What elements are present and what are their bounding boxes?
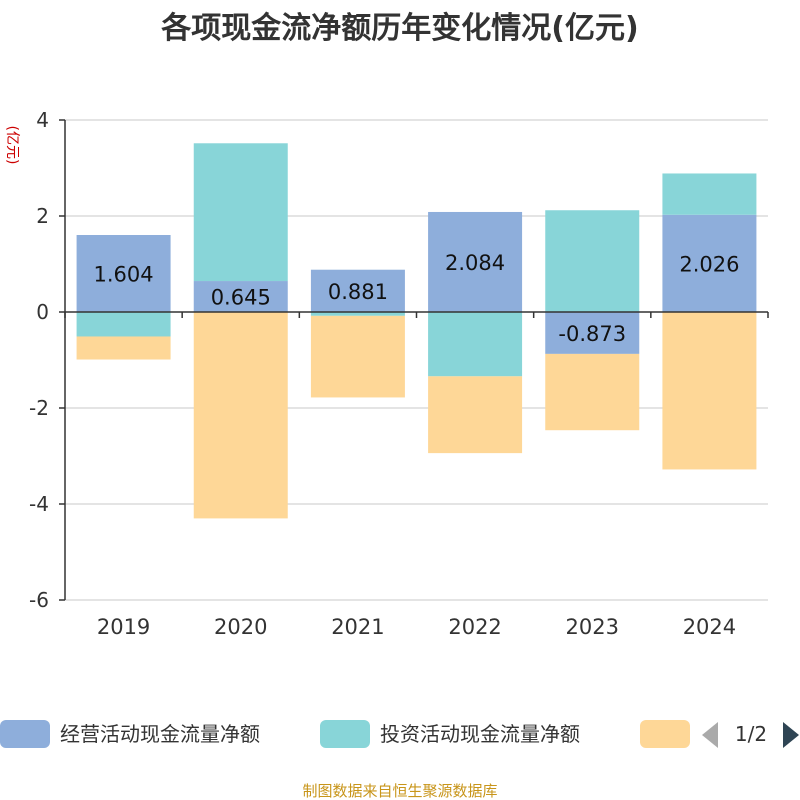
grid-lines (65, 119, 768, 601)
bar-2023-series-0 (545, 312, 640, 354)
legend-prev-page-icon (702, 722, 718, 748)
bar-2022-series-0 (428, 211, 523, 312)
data-labels: 1.604 0.645 0.881 2.084 -0.873 2.026 (94, 251, 740, 346)
y-tick-label: -4 (29, 492, 49, 516)
bar-2021-series-0 (310, 269, 405, 312)
legend-next-page-icon (783, 722, 799, 748)
x-tick-label: 2020 (214, 615, 267, 639)
bar-2021-series-1 (310, 312, 405, 316)
data-label-2020: 0.645 (211, 286, 271, 310)
y-axis-unit-label: (亿元) (4, 126, 20, 165)
bar-2020-series-1 (193, 143, 288, 282)
x-tick-label: 2019 (97, 615, 150, 639)
y-tick-label: -6 (29, 588, 49, 612)
data-label-2019: 1.604 (94, 263, 154, 287)
chart-title: 各项现金流净额历年变化情况(亿元) (160, 11, 638, 46)
legend-page-indicator: 1/2 (735, 722, 767, 746)
data-label-2024: 2.026 (679, 252, 739, 276)
data-label-2023: -0.873 (558, 322, 626, 346)
data-label-2021: 0.881 (328, 280, 388, 304)
x-tick-label: 2021 (331, 615, 384, 639)
bar-2023-series-1 (545, 210, 640, 312)
bar-2024-series-0 (662, 214, 757, 312)
bar-2024-series-1 (662, 173, 757, 215)
x-tick-label: 2023 (566, 615, 619, 639)
y-tick-label: 0 (36, 300, 49, 324)
x-tick-label: 2022 (448, 615, 501, 639)
bars (76, 143, 757, 519)
legend: 经营活动现金流量净额 投资活动现金流量净额 1/2 (0, 720, 799, 748)
y-tick-label: -2 (29, 396, 49, 420)
legend-label-0: 经营活动现金流量净额 (60, 722, 260, 746)
bar-2022-series-1 (428, 312, 523, 377)
bar-2019-series-1 (76, 312, 171, 337)
bar-2024-series-2 (662, 312, 757, 470)
bar-2019-series-0 (76, 235, 171, 312)
legend-swatch-0 (0, 720, 50, 748)
bar-2020-series-2 (193, 312, 288, 519)
bar-2020-series-0 (193, 281, 288, 312)
legend-swatch-2 (640, 720, 690, 748)
bar-2021-series-2 (310, 315, 405, 398)
bar-2023-series-2 (545, 353, 640, 431)
x-tick-label: 2024 (683, 615, 736, 639)
bar-2022-series-2 (428, 376, 523, 454)
legend-label-1: 投资活动现金流量净额 (380, 722, 580, 746)
y-tick-label: 4 (36, 108, 49, 132)
source-note: 制图数据来自恒生聚源数据库 (302, 782, 497, 800)
bar-2019-series-2 (76, 336, 171, 360)
axes: -6 -4 -2 0 2 4 2019 2020 2021 2022 2023 2024 (29, 108, 769, 639)
legend-swatch-1 (320, 720, 370, 748)
data-label-2022: 2.084 (445, 251, 505, 275)
y-tick-label: 2 (36, 204, 49, 228)
